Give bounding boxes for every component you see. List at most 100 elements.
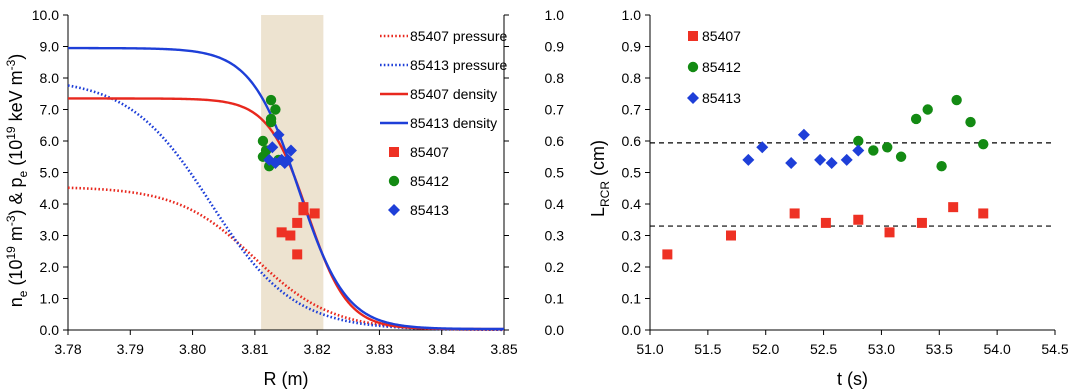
y2-tick-label: 0.0 <box>545 322 565 338</box>
data-point-85407 <box>948 202 959 213</box>
y-tick-label: 8.0 <box>40 70 60 86</box>
y-axis-label-part: ) <box>6 54 26 60</box>
y2-tick-label: 0.9 <box>545 39 565 55</box>
legend-label: 85413 density <box>410 115 497 131</box>
y-axis-label-part: (10 <box>6 140 26 171</box>
x-tick-label: 3.80 <box>179 341 206 357</box>
x-tick-label: 51.5 <box>694 341 721 357</box>
y-tick-label: 0.0 <box>40 322 60 338</box>
chart-right: 51.0 51.5 52.0 52.5 53.0 53.5 54.0 54.5 0.0 0.1 0.… <box>588 7 1069 389</box>
x-tick-label: 3.78 <box>54 341 81 357</box>
data-point-85407 <box>292 217 303 228</box>
y-tick-label: 0.6 <box>622 133 642 149</box>
data-point-85412 <box>895 151 907 162</box>
series-line-85413-pressure <box>67 84 505 332</box>
data-point-85413 <box>281 153 294 166</box>
legend-swatch <box>388 204 400 216</box>
y-tick-label: 0.7 <box>622 102 642 118</box>
legend-label: 85412 <box>410 173 449 189</box>
y-tick-label: 0.2 <box>622 259 642 275</box>
y-tick-label: 3.0 <box>40 228 60 244</box>
chart-left: 3.78 3.79 3.80 3.81 3.82 3.83 3.84 3.85 0.0 1.0 2.… <box>4 7 564 389</box>
legend-label: 85407 <box>702 28 741 44</box>
y-axis-label-part: RCR <box>598 181 612 207</box>
legend-swatch <box>687 61 699 73</box>
data-point-85407 <box>853 214 864 225</box>
y2-tick-label: 0.4 <box>545 196 565 212</box>
data-point-85412 <box>965 116 976 128</box>
legend-right: 85407 85412 85413 <box>687 28 741 106</box>
y2-tick-label: 0.8 <box>545 70 565 86</box>
y-axis-label-part: e <box>16 290 30 297</box>
legend-label: 85407 pressure <box>410 28 508 44</box>
data-point-85413 <box>756 141 769 154</box>
y-tick-label: 6.0 <box>40 133 60 149</box>
data-point-85412 <box>882 142 893 153</box>
y-axis-label-part: e <box>16 170 30 177</box>
y-tick-label: 7.0 <box>40 102 60 118</box>
data-point-85407 <box>820 217 831 228</box>
y-axis-label-part: keV m <box>6 70 26 126</box>
data-point-85413 <box>785 157 798 170</box>
legend-label: 85413 pressure <box>410 57 508 73</box>
y2-tick-label: 0.7 <box>545 102 565 118</box>
y-axis-label-part: n <box>6 297 26 307</box>
legend-label: 85412 <box>702 59 741 75</box>
data-point-85412 <box>910 113 922 125</box>
y-tick-label: 0.0 <box>622 322 642 338</box>
y-tick-label: 0.4 <box>622 196 642 212</box>
data-point-85407 <box>916 217 927 228</box>
data-point-85407 <box>285 230 296 241</box>
y-axis-label-part: -3 <box>4 215 18 226</box>
x-tick-label: 3.83 <box>366 341 393 357</box>
y-axis-label: ne (1019 m-3) & pe (1019 keV m-3) <box>4 54 30 308</box>
y-tick-label: 0.3 <box>622 228 642 244</box>
y-tick-label: 9.0 <box>40 39 60 55</box>
y-axis-label-part: -3 <box>4 59 18 70</box>
legend-label: 85413 <box>702 90 741 106</box>
y-tick-label: 4.0 <box>40 196 60 212</box>
data-point-85412 <box>265 94 277 106</box>
data-point-85412 <box>936 161 947 172</box>
y2-tick-label: 0.1 <box>545 291 565 307</box>
data-point-85412 <box>265 113 277 125</box>
x-tick-label: 54.5 <box>1041 341 1068 357</box>
y-tick-label: 0.8 <box>622 70 642 86</box>
data-point-85412 <box>922 104 933 115</box>
x-tick-label: 54.0 <box>984 341 1011 357</box>
data-point-85413 <box>284 144 297 157</box>
x-tick-label: 53.0 <box>868 341 895 357</box>
y2-tick-label: 0.6 <box>545 133 565 149</box>
y-axis-label-part: (10 <box>6 260 26 291</box>
legend-swatch <box>388 175 400 187</box>
x-tick-label: 3.82 <box>304 341 331 357</box>
data-point-85407 <box>276 227 287 238</box>
y-axis-label-part: 19 <box>4 126 18 140</box>
data-point-85407 <box>298 202 309 213</box>
data-point-85407 <box>789 208 800 219</box>
y2-tick-label: 0.2 <box>545 259 565 275</box>
legend-swatch <box>688 31 698 41</box>
legend-label: 85407 density <box>410 86 497 102</box>
x-tick-label: 53.5 <box>926 341 953 357</box>
y-axis-label-part: ) & p <box>6 177 26 215</box>
y-tick-label: 10.0 <box>32 7 59 23</box>
legend-left: 85407 pressure 85413 pressure 85407 densit… <box>380 28 508 218</box>
y-axis-label: LRCR (cm) <box>588 140 612 217</box>
legend-label: 85407 <box>410 144 449 160</box>
data-point-85412 <box>868 145 879 156</box>
y-axis-label-part: L <box>588 207 608 217</box>
legend-label: 85413 <box>410 202 449 218</box>
series-line-85407-pressure <box>67 186 504 332</box>
x-tick-label: 3.85 <box>490 341 517 357</box>
data-point-85413 <box>825 157 838 170</box>
y-tick-label: 0.1 <box>622 291 642 307</box>
data-point-85413 <box>852 144 865 157</box>
y-tick-label: 0.5 <box>622 165 642 181</box>
y-axis-label-part: 19 <box>4 246 18 260</box>
y2-tick-label: 0.3 <box>545 228 565 244</box>
x-tick-label: 3.84 <box>428 341 455 357</box>
data-point-85407 <box>884 227 895 238</box>
y-tick-label: 2.0 <box>40 259 60 275</box>
